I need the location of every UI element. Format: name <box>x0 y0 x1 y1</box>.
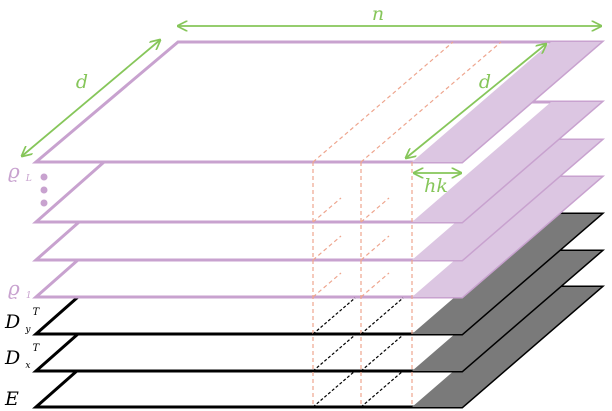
label-rho-1-main: ϱ <box>8 276 20 300</box>
diag-rho1-2 <box>360 272 390 298</box>
diag-dy-2 <box>360 297 404 335</box>
label-dy-sub: y <box>24 325 31 335</box>
label-hk: hk <box>424 175 448 197</box>
vertical-guides <box>312 162 413 407</box>
label-dx-sub: x <box>25 361 30 371</box>
label-dy: D y T <box>4 307 41 336</box>
diag-dx-2 <box>360 334 404 372</box>
purple-layer-diagonals <box>312 197 390 298</box>
black-layer-diagonals <box>312 297 404 408</box>
dimension-arrows <box>22 26 601 173</box>
label-dx-main: D <box>4 347 20 369</box>
label-dy-sup: T <box>33 307 41 318</box>
label-d-left: d <box>76 71 88 93</box>
label-rho-L: ϱ L <box>8 159 32 184</box>
layer-e-shaded-strip <box>412 287 601 407</box>
diag-rho1-1 <box>312 272 342 298</box>
layer-rho-3-shaded-strip <box>412 102 601 222</box>
diag-rho2-2 <box>360 235 390 261</box>
top-diagonal-1 <box>312 41 454 163</box>
diag-e-2 <box>360 370 404 408</box>
diag-dx-1 <box>312 334 356 372</box>
label-dx: D x T <box>4 343 41 372</box>
label-e: E <box>4 388 19 410</box>
label-dy-main: D <box>4 311 20 333</box>
diag-e-1 <box>312 370 356 408</box>
diag-rho3-2 <box>360 197 390 223</box>
label-n: n <box>372 3 384 25</box>
ellipsis-dot-2 <box>40 186 48 194</box>
layer-dy-shaded-strip <box>412 214 601 334</box>
label-rho-1-sub: 1 <box>26 291 32 301</box>
label-dx-sup: T <box>33 343 41 354</box>
arrow-d-right <box>406 44 546 158</box>
label-rho-L-main: ϱ <box>8 159 20 183</box>
diag-rho3-1 <box>312 197 342 223</box>
layer-rho-1-shaded-strip <box>412 177 601 297</box>
label-rho-1: ϱ 1 <box>8 276 32 301</box>
diag-dy-1 <box>312 297 356 335</box>
label-rho-L-sub: L <box>25 174 32 184</box>
ellipsis-dot-1 <box>40 173 48 181</box>
diag-rho2-1 <box>312 235 342 261</box>
layer-dx-shaded-strip <box>412 251 601 371</box>
layer-rho-2-shaded-strip <box>412 140 601 260</box>
ellipsis-dots <box>40 173 48 207</box>
arrow-d-left <box>22 40 160 156</box>
label-d-right: d <box>479 71 491 93</box>
ellipsis-dot-3 <box>40 199 48 207</box>
